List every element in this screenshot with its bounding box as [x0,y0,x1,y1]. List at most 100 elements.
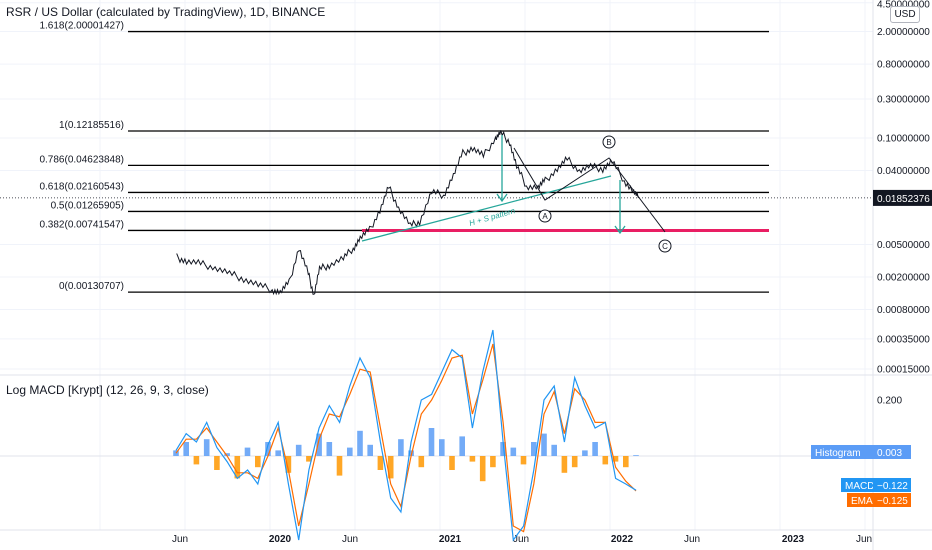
histogram-bar [234,456,241,479]
histogram-bar [571,456,578,468]
wave-label: A [542,212,548,221]
legend-value: 0.003 [877,448,902,459]
histogram-bar [602,456,609,465]
wave-path [513,147,666,233]
annotations: H + S pattern A B C [361,135,672,253]
time-tick-label: 2022 [611,534,634,545]
last-price-bg [873,189,932,206]
histogram-bar [367,444,373,456]
legend-macd: MACD −0.122 [841,478,911,492]
histogram-bar [633,455,639,456]
price-tick-label: 0.80000000 [877,60,930,71]
price-tick-label: 2.00000000 [877,27,930,38]
histogram-bar [408,450,414,456]
histogram-bar [398,439,404,456]
price-tick-label: 4.50000000 [877,0,930,11]
pattern-label: H + S pattern [468,206,517,228]
histogram-bar [326,442,333,456]
time-tick-label: Jun [172,534,188,545]
legend-value: −0.122 [877,481,908,492]
last-price-label: 0.01852376 [877,194,930,205]
legend-value-bg [873,445,911,459]
histogram-bar [336,456,343,476]
neckline [361,175,612,242]
histogram-bar [183,442,189,456]
histogram-bar [418,456,425,468]
histogram-bar [387,456,394,479]
fib-level-label: 0.382(0.00741547) [39,219,124,230]
time-tick-label: Jun [856,534,872,545]
macd-line [175,329,637,542]
histogram-bar [561,456,568,473]
legend-value-bg [873,478,911,492]
legend-ema: EMA −0.125 [847,493,911,507]
histogram-bar [428,428,435,456]
histogram-bar [285,456,292,473]
histogram-bar [469,456,476,462]
time-tick-label: 2020 [269,534,292,545]
price-tick-label: 0.00015000 [877,365,930,376]
histogram-bar [193,456,200,465]
chart-title: RSR / US Dollar (calculated by TradingVi… [6,5,326,19]
time-tick-label: Jun [684,534,700,545]
histogram-bar [244,447,251,456]
fib-retracement: 1.618(2.00001427) 1(0.12185516) 0.786(0.04… [39,21,769,293]
macd-panel-title: Log MACD [Krypt] (12, 26, 9, 3, close) [6,383,209,397]
price-tick-label: 0.00500000 [877,240,930,251]
grid-lines [0,0,873,530]
currency-button[interactable]: USD [890,6,920,23]
histogram-bar [541,433,547,456]
legend-label: Histogram [815,448,861,459]
histogram-bar [214,456,220,470]
macd-legend: Histogram 0.003 MACD −0.122 EMA −0.125 [811,445,911,507]
price-tick-label: 0.00080000 [877,305,930,316]
macd-tick-label: 0.200 [877,396,902,407]
fib-level-label: 0.786(0.04623848) [39,154,124,165]
fib-level-label: 0(0.00130707) [59,281,124,292]
legend-value-bg [873,493,911,507]
histogram-bar [255,456,261,468]
histogram-bar [582,450,588,456]
macd-panel: 0.200 [0,329,902,542]
fib-level-label: 1.618(2.00001427) [39,21,124,32]
histogram-bar [500,442,506,456]
histogram-bar [306,456,312,462]
price-tick-label: 0.30000000 [877,94,930,105]
wave-label: C [662,242,668,251]
histogram-bar [316,433,322,456]
legend-label: EMA [851,496,873,507]
histogram-bar [510,447,517,456]
histogram-bar [612,456,619,462]
fib-level-label: 0.5(0.01265905) [51,200,124,211]
histogram-bar [490,456,496,468]
price-tick-label: 0.00035000 [877,334,930,345]
histogram-bar [347,447,353,456]
arrowhead-1 [496,193,508,203]
histogram-bar [592,442,598,456]
time-axis: Jun 2020 Jun 2021 Jun 2022 Jun 2023 Jun [172,534,872,545]
wave-label: B [606,138,611,147]
legend-histogram: Histogram 0.003 [811,445,911,459]
histogram-bar [479,456,486,482]
legend-label-bg [841,478,873,492]
histogram-bar [449,456,455,470]
time-tick-label: Jun [342,534,358,545]
price-line [176,130,640,296]
histogram-bar [265,442,271,456]
histogram-bar [275,450,281,456]
wave-marker [602,135,616,149]
histogram-bar [224,453,230,456]
price-axis: 4.50000000 2.00000000 0.80000000 0.30000000… [877,0,930,376]
histogram-bar [459,436,465,456]
histogram-bar [295,444,302,456]
time-tick-label: 2023 [782,534,805,545]
legend-value: −0.125 [877,496,908,507]
ema-line [175,343,637,533]
price-tick-label: 0.10000000 [877,134,930,145]
fib-level-label: 1(0.12185516) [59,120,124,131]
histogram-bar [439,439,445,456]
histogram-bar [203,439,210,456]
time-tick-label: Jun [513,534,529,545]
last-price-badge: 0.01852376 [873,189,932,206]
